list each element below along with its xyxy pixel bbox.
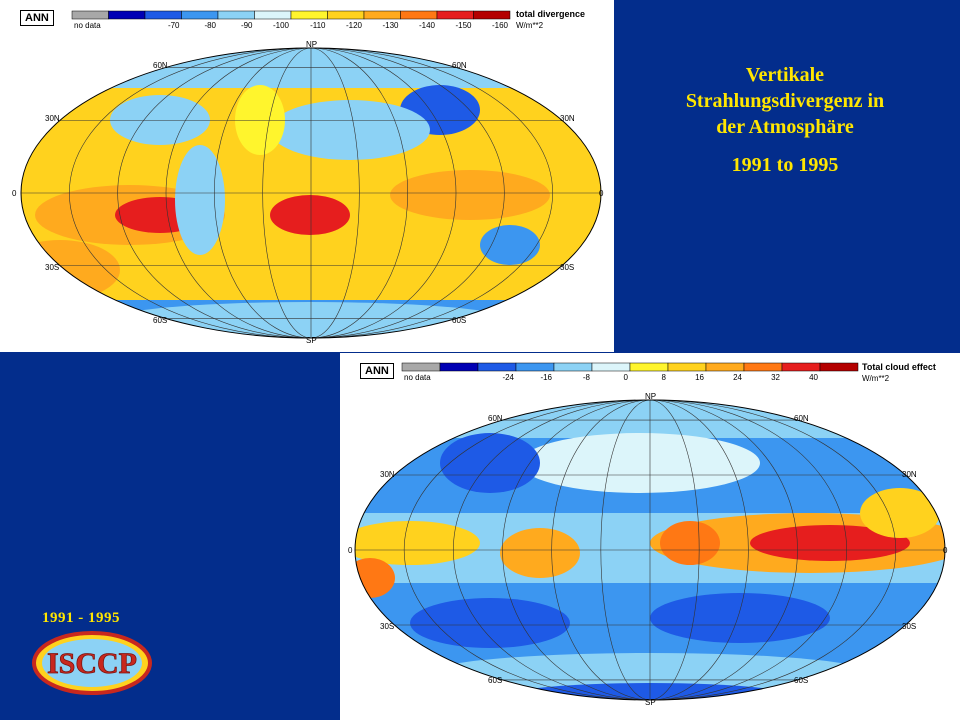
lat-30s-label-left: 30S — [45, 263, 59, 272]
legend-tick-label: 32 — [771, 373, 780, 382]
np-label: NP — [645, 392, 656, 401]
equator-label-left: 0 — [348, 546, 353, 555]
legend-swatch — [439, 362, 479, 372]
lat-30n-label-right: 30N — [560, 114, 575, 123]
legend-swatch — [290, 10, 328, 20]
legend-unit: W/m**2 — [862, 374, 890, 383]
season-label: ANN — [20, 10, 54, 26]
legend-swatch — [108, 10, 146, 20]
legend-swatch — [436, 10, 474, 20]
legend-swatch — [400, 10, 438, 20]
legend-tick-label: 16 — [695, 373, 704, 382]
legend-tick-label: -16 — [540, 373, 552, 382]
legend-tick-label: -150 — [455, 21, 472, 30]
legend-swatch — [629, 362, 669, 372]
sp-label: SP — [306, 336, 317, 345]
legend-swatch — [667, 362, 707, 372]
legend-tick-label: -140 — [419, 21, 436, 30]
legend-swatch — [217, 10, 255, 20]
legend-tick-label: 40 — [809, 373, 818, 382]
lat-60s-label-left: 60S — [153, 316, 167, 325]
np-label: NP — [306, 40, 317, 49]
lat-60n-label-left: 60N — [488, 414, 503, 423]
legend-tick-label: -100 — [273, 21, 290, 30]
map-outline — [354, 399, 946, 701]
map-outline — [20, 47, 602, 339]
legend-tick-label: -90 — [241, 21, 253, 30]
title-line-2: Strahlungsdivergenz in — [685, 90, 885, 112]
lat-60n-label-right: 60N — [452, 61, 467, 70]
legend-swatch — [477, 362, 517, 372]
lat-30s-label-right: 30S — [560, 263, 574, 272]
legend-tick-label: no data — [404, 373, 431, 382]
equator-label-right: 0 — [943, 546, 948, 555]
lat-60s-label-right: 60S — [452, 316, 466, 325]
lat-30s-label-left: 30S — [380, 622, 394, 631]
logo-text: ISCCP — [47, 647, 137, 680]
equator-label-right: 0 — [599, 189, 604, 198]
map-fill — [21, 48, 601, 338]
legend-tick-label: -24 — [502, 373, 514, 382]
lat-60n-label-left: 60N — [153, 61, 168, 70]
lat-30n-label-left: 30N — [45, 114, 60, 123]
legend-tick-label: -8 — [583, 373, 591, 382]
legend-swatch — [819, 362, 859, 372]
legend-tick-label: 0 — [624, 373, 629, 382]
legend-title: Total cloud effect — [862, 362, 936, 372]
legend-swatch — [591, 362, 631, 372]
legend-unit: W/m**2 — [516, 21, 544, 30]
legend-title: total divergence — [516, 9, 585, 19]
equator-label-left: 0 — [12, 189, 17, 198]
total-divergence-map: no data -70 -80 -90 -100 -110 -120 -130 -140 -150… — [12, 9, 604, 345]
legend-swatch — [515, 362, 555, 372]
lat-30n-label-left: 30N — [380, 470, 395, 479]
legend-swatch — [553, 362, 593, 372]
legend-tick-label: -70 — [168, 21, 180, 30]
legend-swatch — [327, 10, 365, 20]
legend-swatch — [363, 10, 401, 20]
lat-30s-label-right: 30S — [902, 622, 916, 631]
legend-tick-label: 24 — [733, 373, 742, 382]
lat-30n-label-right: 30N — [902, 470, 917, 479]
legend-tick-label: -130 — [382, 21, 399, 30]
legend-swatch — [705, 362, 745, 372]
legend-tick-label: -160 — [492, 21, 509, 30]
legend-swatch — [781, 362, 821, 372]
total-cloud-effect-map-panel: ANN no data -24 -16 -8 0 8 16 24 32 40 Total clou… — [340, 353, 960, 720]
legend-tick-label: -120 — [346, 21, 363, 30]
legend-swatch — [181, 10, 219, 20]
lat-60s-label-right: 60S — [794, 676, 808, 685]
legend-tick-label: 8 — [662, 373, 667, 382]
slide-title: Vertikale Strahlungsdivergenz in der Atm… — [625, 62, 945, 178]
legend-swatch — [254, 10, 292, 20]
legend-swatch — [473, 10, 511, 20]
legend-tick-label: no data — [74, 21, 101, 30]
sp-label: SP — [645, 698, 656, 707]
legend-tick-label: -110 — [310, 21, 326, 30]
title-years: 1991 to 1995 — [731, 154, 839, 176]
title-line-1: Vertikale — [745, 64, 825, 86]
period-label: 1991 - 1995 — [42, 610, 120, 626]
total-divergence-map-panel: ANN no data -70 -80 -90 -100 -110 -120 -130 -140… — [0, 0, 614, 352]
title-line-3: der Atmosphäre — [716, 116, 854, 138]
total-cloud-effect-map: no data -24 -16 -8 0 8 16 24 32 40 Total cloud ef… — [348, 362, 948, 707]
legend-swatch — [71, 10, 109, 20]
legend-swatch — [401, 362, 441, 372]
season-label: ANN — [360, 363, 394, 379]
legend-swatch — [144, 10, 182, 20]
lat-60s-label-left: 60S — [488, 676, 502, 685]
legend-bar: no data -24 -16 -8 0 8 16 24 32 40 — [401, 362, 859, 382]
isccp-logo: ISCCP — [32, 631, 152, 695]
lat-60n-label-right: 60N — [794, 414, 809, 423]
legend-swatch — [743, 362, 783, 372]
legend-bar: no data -70 -80 -90 -100 -110 -120 -130 -140 -150… — [71, 10, 511, 30]
legend-tick-label: -80 — [204, 21, 216, 30]
